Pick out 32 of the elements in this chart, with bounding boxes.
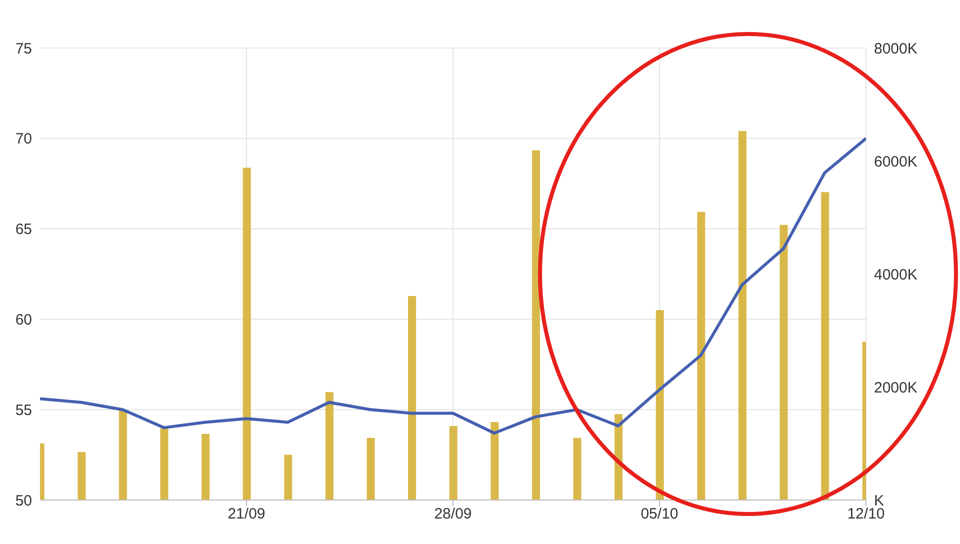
x-tick-label: 05/10 <box>640 506 678 523</box>
y-tick-label: 50 <box>15 492 32 510</box>
line-series <box>40 136 866 435</box>
bar <box>697 212 706 500</box>
y2-tick-label: 4000K <box>874 266 918 284</box>
bar <box>780 224 788 500</box>
y-tick-label: 65 <box>15 221 32 238</box>
bar <box>738 131 746 500</box>
bar <box>160 428 168 500</box>
bar <box>242 168 251 500</box>
bar <box>532 150 540 500</box>
y-tick-label: 70 <box>15 130 32 148</box>
x-tick-label: 28/09 <box>434 506 472 523</box>
bar <box>78 452 86 500</box>
bar <box>366 438 375 500</box>
y2-tick-label: 8000K <box>874 40 918 58</box>
y-tick-label: 60 <box>15 312 32 329</box>
bar <box>573 438 582 500</box>
y-tick-label: 75 <box>15 40 32 58</box>
bar <box>284 454 292 500</box>
bar <box>449 426 458 500</box>
y2-tick-label: 6000K <box>874 153 918 170</box>
bar <box>118 410 127 500</box>
y2-tick-label: 2000K <box>874 379 918 396</box>
bar <box>656 310 664 500</box>
bar <box>490 422 499 500</box>
bar <box>202 434 210 500</box>
x-tick-label: 21/09 <box>228 506 266 523</box>
bar <box>821 192 830 500</box>
bar <box>325 392 334 500</box>
y-tick-label: 55 <box>15 402 32 419</box>
bar <box>408 296 416 500</box>
